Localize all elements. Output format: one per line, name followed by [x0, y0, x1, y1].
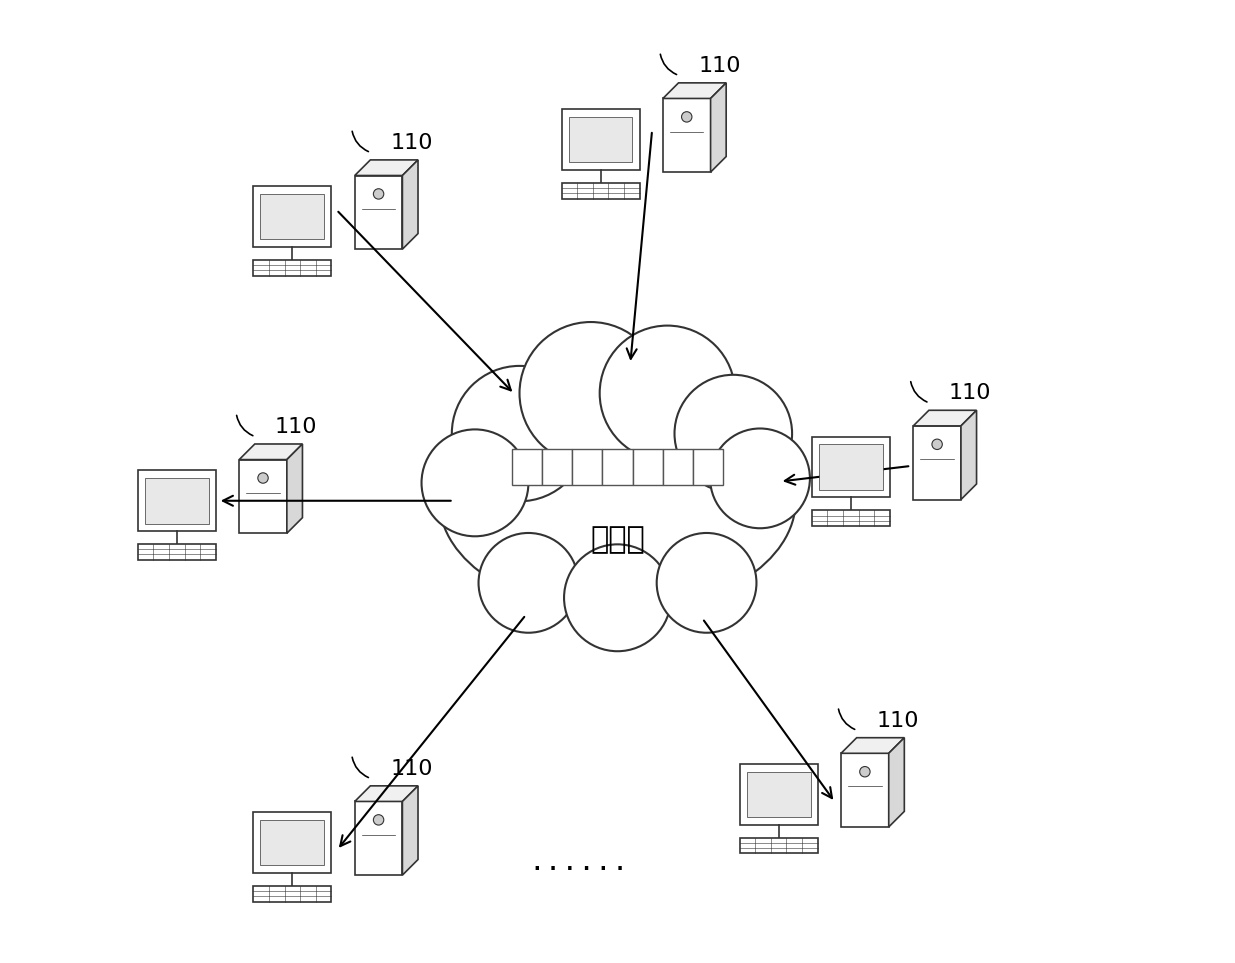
- FancyBboxPatch shape: [138, 471, 216, 532]
- Polygon shape: [354, 160, 417, 175]
- FancyBboxPatch shape: [354, 175, 403, 249]
- Polygon shape: [841, 738, 904, 753]
- FancyBboxPatch shape: [542, 449, 572, 485]
- FancyBboxPatch shape: [253, 186, 331, 247]
- FancyBboxPatch shape: [261, 820, 325, 866]
- Circle shape: [452, 366, 587, 502]
- FancyBboxPatch shape: [740, 838, 818, 853]
- Text: 110: 110: [877, 711, 919, 731]
- Polygon shape: [914, 410, 977, 426]
- FancyBboxPatch shape: [632, 449, 663, 485]
- FancyBboxPatch shape: [663, 449, 693, 485]
- Polygon shape: [240, 444, 303, 459]
- FancyBboxPatch shape: [261, 194, 325, 240]
- Circle shape: [373, 815, 384, 825]
- FancyBboxPatch shape: [572, 449, 603, 485]
- Polygon shape: [889, 738, 904, 827]
- FancyBboxPatch shape: [144, 478, 209, 524]
- FancyBboxPatch shape: [663, 98, 710, 172]
- FancyBboxPatch shape: [811, 510, 890, 526]
- FancyBboxPatch shape: [811, 436, 890, 497]
- Text: 110: 110: [948, 383, 992, 403]
- Polygon shape: [403, 786, 417, 875]
- FancyBboxPatch shape: [354, 801, 403, 875]
- Circle shape: [674, 375, 792, 492]
- Ellipse shape: [440, 389, 795, 612]
- Text: 110: 110: [698, 56, 741, 76]
- Circle shape: [520, 322, 662, 464]
- Circle shape: [478, 533, 578, 633]
- Polygon shape: [710, 83, 726, 172]
- Text: 110: 110: [390, 759, 432, 779]
- Polygon shape: [663, 83, 726, 98]
- Circle shape: [932, 439, 942, 450]
- FancyBboxPatch shape: [603, 449, 632, 485]
- FancyBboxPatch shape: [568, 117, 632, 163]
- Circle shape: [421, 429, 529, 536]
- FancyBboxPatch shape: [253, 260, 331, 275]
- Circle shape: [600, 325, 735, 461]
- Text: 110: 110: [390, 133, 432, 153]
- Circle shape: [710, 429, 810, 529]
- Polygon shape: [287, 444, 303, 534]
- FancyBboxPatch shape: [138, 544, 216, 560]
- FancyBboxPatch shape: [240, 459, 287, 534]
- FancyBboxPatch shape: [740, 765, 818, 824]
- Polygon shape: [354, 786, 417, 801]
- Circle shape: [258, 473, 268, 483]
- Text: 110: 110: [274, 417, 317, 437]
- FancyBboxPatch shape: [253, 812, 331, 872]
- FancyBboxPatch shape: [562, 109, 640, 169]
- Circle shape: [682, 112, 692, 122]
- FancyBboxPatch shape: [841, 753, 889, 827]
- FancyBboxPatch shape: [253, 886, 331, 901]
- FancyBboxPatch shape: [511, 449, 542, 485]
- Circle shape: [860, 767, 871, 777]
- FancyBboxPatch shape: [693, 449, 724, 485]
- FancyBboxPatch shape: [747, 771, 810, 818]
- Text: 区块链: 区块链: [590, 525, 645, 554]
- Circle shape: [657, 533, 757, 633]
- FancyBboxPatch shape: [819, 444, 883, 490]
- FancyBboxPatch shape: [914, 426, 961, 500]
- Circle shape: [564, 544, 671, 651]
- Circle shape: [373, 189, 384, 199]
- Polygon shape: [961, 410, 977, 500]
- FancyBboxPatch shape: [562, 183, 640, 198]
- Polygon shape: [403, 160, 417, 249]
- Text: ......: ......: [529, 847, 629, 876]
